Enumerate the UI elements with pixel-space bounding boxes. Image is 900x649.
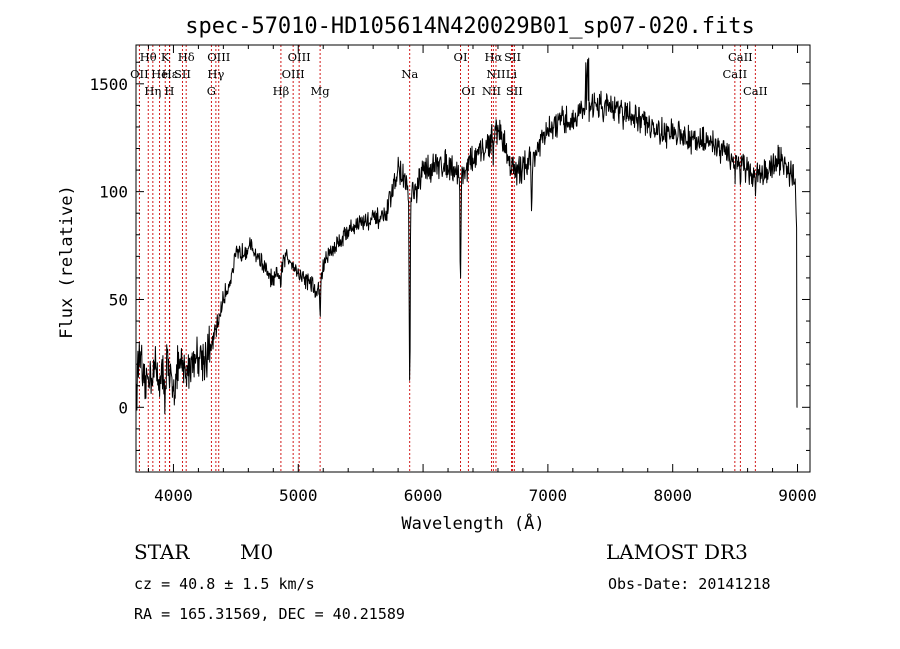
x-tick-label: 5000 [279,486,318,505]
spectral-line-label: SII [506,84,523,98]
spectrum-line [135,57,798,415]
obs-date: Obs-Date: 20141218 [608,575,771,593]
spectral-line-label: CaII [722,67,747,81]
object-class: STAR [134,540,190,564]
spectral-line-label: CaII [728,50,753,64]
spectral-line-label: He [151,67,168,81]
spectral-line-label: NII [486,67,505,81]
y-axis: 0 50 100 1500 [89,61,810,451]
spectral-line-label: NII [482,84,501,98]
y-axis-label: Flux (relative) [57,185,77,339]
spectral-line-label: OIII [207,50,230,64]
y-tick-label: 100 [99,183,128,202]
y-tick-label: 1500 [89,75,128,94]
spectral-line-label: OIII [288,50,311,64]
spectral-line-label: Hδ [178,50,195,64]
plot-frame [135,44,811,473]
spectral-line-label: K [161,50,170,64]
spectral-line-label: OII [130,67,149,81]
object-subclass: M0 [240,540,273,564]
survey-name: LAMOST DR3 [606,540,748,564]
spectral-line-label: SII [174,67,191,81]
spectral-line-label: OIII [282,67,305,81]
x-tick-label: 6000 [404,486,443,505]
spectral-line-markers [138,45,756,472]
x-tick-label: 8000 [653,486,692,505]
spectral-line-label: H [164,84,174,98]
spectral-line-label: CaII [743,84,768,98]
spectral-line-label: OI [461,84,475,98]
chart-title: spec-57010-HD105614N420029B01_sp07-020.f… [185,14,755,39]
spectral-line-label: Li [506,67,518,81]
spectral-line-label: Hβ [273,84,290,98]
spectral-line-label: Hη [144,84,161,98]
x-axis: 4000 5000 6000 7000 8000 9000 [147,45,817,505]
spectral-line-label: Hγ [207,67,224,81]
x-tick-label: 9000 [778,486,817,505]
spectral-line-label: Hε [162,67,178,81]
x-tick-label: 4000 [154,486,193,505]
spectral-line-label: Hα [484,50,502,64]
x-tick-label: 7000 [529,486,568,505]
ra-dec-readout: RA = 165.31569, DEC = 40.21589 [134,605,405,623]
x-axis-label: Wavelength (Å) [401,512,544,534]
spectral-line-label: G [207,84,216,98]
spectral-line-label: Na [401,67,418,81]
spectral-line-label: SII [504,50,521,64]
y-tick-label: 50 [109,290,128,309]
spectral-line-label: Mg [311,84,331,98]
spectral-line-label: OI [454,50,468,64]
spectral-line-label: Hθ [140,50,157,64]
redshift-readout: cz = 40.8 ± 1.5 km/s [134,575,315,593]
y-tick-label: 0 [118,398,128,417]
